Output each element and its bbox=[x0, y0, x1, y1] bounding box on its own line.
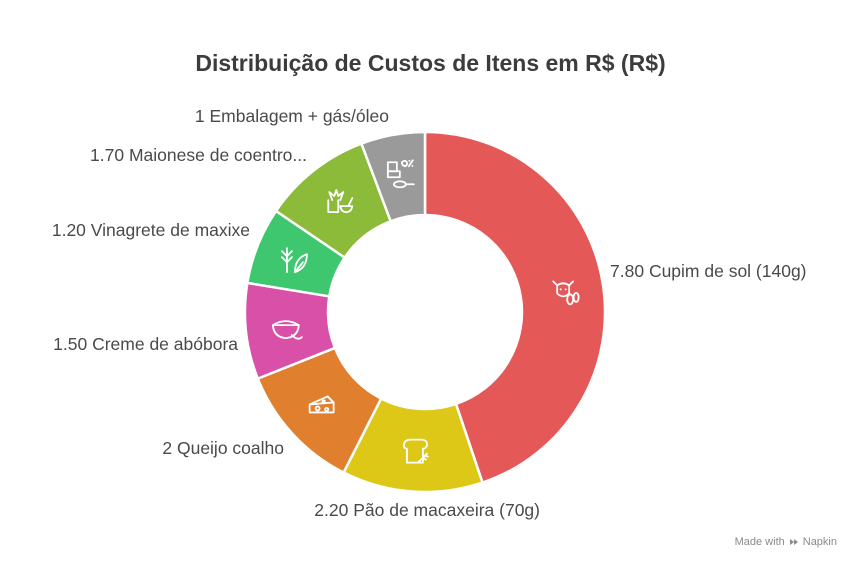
slice-name: Cupim de sol (140g) bbox=[649, 261, 807, 281]
slice-value: 2 bbox=[162, 438, 177, 458]
slice-value: 1.70 bbox=[90, 145, 129, 165]
herb-leaf-icon bbox=[281, 247, 308, 274]
cheese-icon bbox=[308, 395, 335, 414]
slice-label-embalagem-gas-oleo: 1 Embalagem + gás/óleo bbox=[195, 106, 389, 126]
package-gas-icon bbox=[386, 159, 415, 189]
slice-label-cupim-de-sol-140g: 7.80 Cupim de sol (140g) bbox=[610, 261, 807, 281]
watermark-brand: Napkin bbox=[802, 536, 837, 548]
cow-icon bbox=[552, 280, 580, 306]
slice-label-pao-de-macaxeira-70g: 2.20 Pão de macaxeira (70g) bbox=[314, 500, 540, 520]
bread-icon bbox=[402, 438, 429, 464]
slice-label-queijo-coalho: 2 Queijo coalho bbox=[162, 438, 284, 458]
slice-value: 1.20 bbox=[52, 220, 91, 240]
slice-name: Creme de abóbora bbox=[92, 334, 238, 354]
napkin-logo-icon bbox=[789, 539, 798, 545]
soup-bowl-icon bbox=[271, 320, 303, 340]
slice-label-maionese-de-coentro: 1.70 Maionese de coentro... bbox=[90, 145, 307, 165]
watermark-prefix: Made with bbox=[734, 536, 785, 548]
slice-label-vinagrete-de-maxixe: 1.20 Vinagrete de maxixe bbox=[52, 220, 250, 240]
slice-value: 1.50 bbox=[53, 334, 92, 354]
slice-label-creme-de-abobora: 1.50 Creme de abóbora bbox=[53, 334, 238, 354]
cilantro-bowl-icon bbox=[327, 189, 354, 213]
slice-name: Queijo coalho bbox=[177, 438, 284, 458]
watermark: Made with Napkin bbox=[735, 536, 837, 548]
slice-value: 7.80 bbox=[610, 261, 649, 281]
slice-name: Pão de macaxeira (70g) bbox=[353, 500, 540, 520]
slice-name: Vinagrete de maxixe bbox=[91, 220, 250, 240]
slice-value: 2.20 bbox=[314, 500, 353, 520]
slice-name: Maionese de coentro... bbox=[129, 145, 307, 165]
donut-slice-cupim-de-sol-140g bbox=[423, 130, 607, 484]
slice-name: Embalagem + gás/óleo bbox=[210, 106, 390, 126]
slice-value: 1 bbox=[195, 106, 210, 126]
chart-title: Distribuição de Custos de Itens em R$ (R… bbox=[195, 50, 666, 76]
